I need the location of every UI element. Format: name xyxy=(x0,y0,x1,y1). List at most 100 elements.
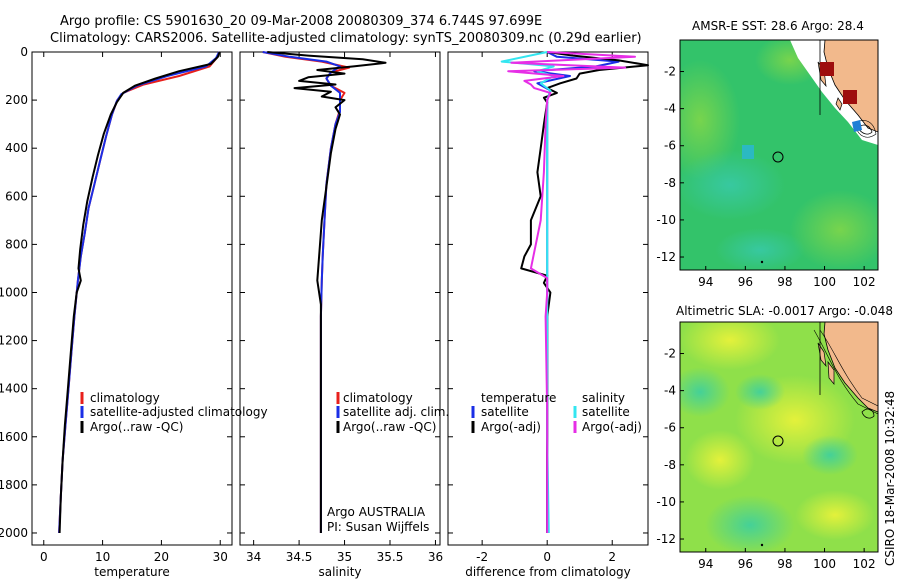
depth-tick-label: 400 xyxy=(5,141,28,155)
sst-warm-patch xyxy=(790,190,878,270)
sst-lat-tick-label: -6 xyxy=(664,139,676,153)
sal-x-axis-label: salinity xyxy=(318,565,361,579)
sal-x-tick-label: 34 xyxy=(246,550,261,564)
sst-cool-patch xyxy=(715,228,805,270)
depth-tick-label: 1000 xyxy=(0,285,28,299)
diff-legend-temperature-satellite: satellite xyxy=(481,405,529,419)
temp-legend-argo: Argo(..raw -QC) xyxy=(90,420,183,434)
diff-legend-salinity-satellite: satellite xyxy=(582,405,630,419)
sst-map-frame xyxy=(679,39,879,271)
depth-tick-label: 1400 xyxy=(0,382,28,396)
temp-x-tick-label: 0 xyxy=(40,550,48,564)
diff-series-salinity-argo-adj xyxy=(507,51,636,533)
sla-lon-tick-label: 98 xyxy=(777,557,792,571)
sal-plot-frame xyxy=(239,51,441,546)
sal-legend-argo: Argo(..raw -QC) xyxy=(343,420,436,434)
sal-x-tick-label: 35 xyxy=(337,550,352,564)
depth-tick-label: 2000 xyxy=(0,526,28,540)
sst-map xyxy=(680,40,878,270)
sla-lat-tick-label: -12 xyxy=(656,532,676,546)
sla-small-dot xyxy=(760,543,764,547)
depth-tick-label: 1800 xyxy=(0,478,28,492)
legend-swatches xyxy=(80,392,577,433)
sla-island xyxy=(827,360,835,385)
depth-tick-label: 200 xyxy=(5,93,28,107)
figure-title-line1: Argo profile: CS 5901630_20 09-Mar-2008 … xyxy=(60,14,542,29)
diff-x-tick-label: -2 xyxy=(476,550,488,564)
temp-x-tick-label: 30 xyxy=(213,550,228,564)
sla-contour xyxy=(813,329,878,415)
depth-tick-label: 1200 xyxy=(0,334,28,348)
sst-lat-tick-label: -2 xyxy=(664,65,676,79)
sal-legend-climatology: climatology xyxy=(343,391,413,405)
sla-contour xyxy=(861,408,875,419)
temp-x-tick-label: 10 xyxy=(95,550,110,564)
sla-lon-tick-label: 102 xyxy=(853,557,876,571)
csiro-credit: CSIRO 18-Mar-2008 10:32:48 xyxy=(883,391,897,566)
temp-legend-climatology: climatology xyxy=(90,391,160,405)
diff-x-tick-label: 2 xyxy=(608,550,616,564)
sst-lat-tick-label: -10 xyxy=(656,213,676,227)
sla-high-patch xyxy=(795,490,875,540)
sla-lat-tick-label: -10 xyxy=(656,495,676,509)
sst-lat-tick-label: -4 xyxy=(664,102,676,116)
salinity-profile-panel: 34 34.5 35 35.5 36 salinity xyxy=(239,51,443,579)
sst-argo-location-marker xyxy=(772,151,784,163)
sst-cool-cell xyxy=(742,145,754,159)
temperature-profile-panel: 0 10 20 30 temperature 0 200 400 600 800 1000 1200 1… xyxy=(0,45,233,579)
sst-map-title: AMSR-E SST: 28.6 Argo: 28.4 xyxy=(692,19,864,33)
sst-lat-tick-label: -8 xyxy=(664,176,676,190)
sla-low-patch xyxy=(735,374,785,410)
sst-marker-square xyxy=(843,90,857,104)
temp-series-argo-raw-qc xyxy=(58,51,221,534)
sst-lon-tick-label: 102 xyxy=(853,275,876,289)
sla-contour xyxy=(819,329,878,407)
sla-argo-location-marker xyxy=(772,435,784,447)
sst-lon-tick-label: 94 xyxy=(698,275,713,289)
sal-annotation-agency: Argo AUSTRALIA xyxy=(327,505,426,519)
sla-lat-tick-label: -6 xyxy=(664,421,676,435)
sal-legend-satellite: satellite adj. clim. xyxy=(343,405,449,419)
temp-x-tick-label: 20 xyxy=(154,550,169,564)
sst-island xyxy=(835,97,843,111)
sal-x-tick-label: 36 xyxy=(428,550,443,564)
sst-contour xyxy=(854,120,877,138)
diff-legend-temperature-argo: Argo(-adj) xyxy=(481,420,541,434)
sla-lat-tick-label: -2 xyxy=(664,347,676,361)
depth-tick-label: 600 xyxy=(5,189,28,203)
diff-series-salinity-satellite xyxy=(500,51,555,534)
sal-series-argo-raw-qc xyxy=(267,51,387,533)
temp-x-axis-label: temperature xyxy=(94,565,169,579)
sla-lon-tick-label: 96 xyxy=(738,557,753,571)
diff-legend-salinity-argo: Argo(-adj) xyxy=(582,420,642,434)
diff-x-axis-label: difference from climatology xyxy=(465,565,631,579)
sst-lon-tick-label: 98 xyxy=(777,275,792,289)
sst-small-dot xyxy=(760,260,764,264)
sal-x-tick-label: 34.5 xyxy=(286,550,313,564)
sla-high-patch xyxy=(680,322,780,370)
sal-annotation-pi: PI: Susan Wijffels xyxy=(327,520,429,534)
sla-map-frame xyxy=(679,321,879,553)
sst-lon-tick-label: 100 xyxy=(813,275,836,289)
sst-lat-tick-label: -12 xyxy=(656,250,676,264)
sla-lon-tick-label: 94 xyxy=(698,557,713,571)
sla-lat-tick-label: -8 xyxy=(664,458,676,472)
figure-title-line2: Climatology: CARS2006. Satellite-adjuste… xyxy=(50,31,642,46)
sal-x-tick-label: 35.5 xyxy=(377,550,404,564)
temp-legend-satellite: satellite-adjusted climatology xyxy=(90,405,268,419)
sla-low-patch xyxy=(680,367,730,417)
diff-series-temperature-argo-adj xyxy=(520,51,649,533)
sla-low-patch xyxy=(802,435,858,475)
depth-tick-label: 1600 xyxy=(0,430,28,444)
sst-cool-patch xyxy=(680,150,785,220)
sst-contour xyxy=(857,124,873,135)
diff-legend-temperature-heading: temperature xyxy=(481,391,556,405)
sst-land-sumatra xyxy=(823,40,878,133)
sla-low-patch xyxy=(705,495,795,552)
sst-cold-spot xyxy=(852,120,862,132)
depth-tick-label: 800 xyxy=(5,237,28,251)
sla-land-sumatra xyxy=(823,322,878,413)
diff-x-tick-label: 0 xyxy=(543,550,551,564)
